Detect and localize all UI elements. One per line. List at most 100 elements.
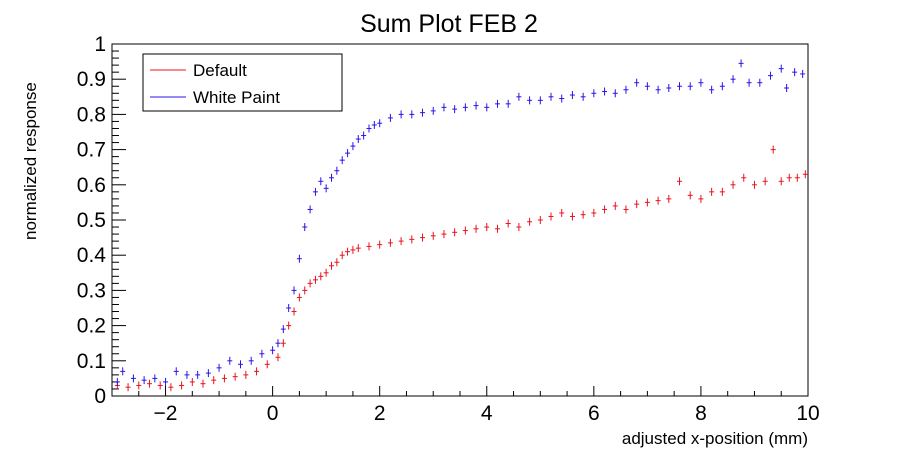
data-point <box>227 356 233 365</box>
data-point <box>345 247 351 256</box>
data-point <box>677 177 683 186</box>
data-point <box>302 223 308 232</box>
data-point <box>666 84 672 92</box>
y-tick-label: 0.5 <box>77 209 106 232</box>
data-point <box>602 87 608 96</box>
data-point <box>237 360 243 369</box>
data-point <box>580 92 586 101</box>
x-tick-label: 6 <box>588 402 600 425</box>
y-tick-label: 0.9 <box>77 68 106 91</box>
data-point <box>462 226 468 235</box>
data-point <box>211 376 217 385</box>
data-point <box>361 131 367 140</box>
legend-label-default: Default <box>193 61 247 80</box>
data-point <box>371 120 377 129</box>
data-point <box>243 370 249 379</box>
data-point <box>505 99 511 108</box>
data-point <box>420 108 426 117</box>
data-point <box>146 379 152 388</box>
series-layer <box>114 59 808 392</box>
data-point <box>189 377 195 386</box>
data-point <box>687 191 693 200</box>
data-point <box>634 78 640 87</box>
data-point <box>136 381 142 390</box>
x-axis-label: adjusted x-position (mm) <box>622 429 808 448</box>
data-point <box>173 367 179 376</box>
y-axis: 0 0.1 0.2 0.3 0.4 0.5 0.6 0.7 0.8 0.9 1 <box>77 33 126 408</box>
data-point <box>184 370 190 379</box>
data-point <box>527 96 533 105</box>
data-point <box>307 279 313 288</box>
data-point <box>741 173 747 182</box>
data-point <box>409 235 415 244</box>
data-point <box>286 304 292 312</box>
data-point <box>334 258 340 267</box>
data-point <box>350 142 356 151</box>
x-tick-label: 8 <box>695 402 707 425</box>
data-point <box>318 177 324 186</box>
data-point <box>709 187 715 196</box>
data-point <box>537 96 543 105</box>
data-point <box>377 240 383 249</box>
data-point <box>559 94 565 103</box>
y-tick-label: 0.2 <box>77 315 106 338</box>
y-tick-label: 0.3 <box>77 279 106 302</box>
data-point <box>329 261 335 270</box>
data-point <box>634 200 640 209</box>
data-point <box>730 75 736 84</box>
data-point <box>591 89 597 98</box>
data-point <box>420 233 426 242</box>
data-point <box>569 212 575 221</box>
data-point <box>296 254 302 263</box>
data-point <box>270 346 276 355</box>
data-point <box>778 64 784 73</box>
data-point <box>441 230 447 239</box>
data-point <box>452 105 458 114</box>
data-point <box>152 374 158 383</box>
data-point <box>473 101 479 110</box>
data-point <box>323 268 329 277</box>
data-point <box>430 231 436 240</box>
data-point <box>473 224 479 233</box>
data-point <box>387 238 393 247</box>
data-point <box>794 173 800 182</box>
data-point <box>569 91 575 100</box>
data-point <box>312 187 318 196</box>
data-point <box>339 251 345 260</box>
x-tick-label: 2 <box>374 402 386 425</box>
data-point <box>307 205 313 214</box>
data-point <box>312 275 318 284</box>
data-point <box>179 381 185 390</box>
data-point <box>751 180 757 189</box>
data-point <box>655 196 661 205</box>
data-point <box>527 217 533 226</box>
chart-title: Sum Plot FEB 2 <box>360 10 538 38</box>
x-axis: −2 0 2 4 6 8 10 <box>111 386 820 425</box>
data-point <box>248 356 254 365</box>
y-tick-label: 0.8 <box>77 103 106 126</box>
data-point <box>548 212 554 221</box>
data-point <box>462 103 468 112</box>
data-point <box>350 245 356 254</box>
data-point <box>130 374 136 383</box>
data-point <box>730 180 736 189</box>
data-point <box>602 205 608 214</box>
data-point <box>398 110 404 119</box>
data-point <box>302 286 308 295</box>
data-point <box>494 224 500 233</box>
data-point <box>141 376 147 385</box>
x-tick-label: −2 <box>154 402 178 425</box>
y-tick-label: 1 <box>94 33 106 56</box>
data-point <box>738 59 744 68</box>
data-point <box>216 363 222 372</box>
data-point <box>441 103 447 112</box>
data-point <box>623 205 629 214</box>
data-point <box>296 293 302 302</box>
data-point <box>505 219 511 228</box>
data-point <box>484 103 490 112</box>
data-point <box>291 286 297 295</box>
data-point <box>329 173 335 182</box>
data-point <box>800 69 806 78</box>
